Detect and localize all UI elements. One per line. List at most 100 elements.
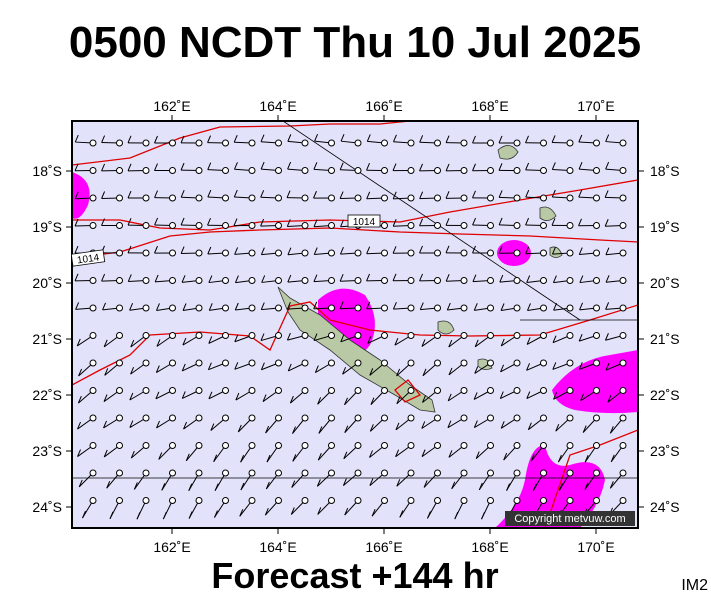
station [355,360,361,366]
station [329,443,335,449]
station [435,415,441,421]
station [90,333,96,339]
station [488,250,494,256]
station [435,333,441,339]
station [302,140,308,146]
station [90,195,96,201]
station [461,195,467,201]
lat-label: 21˚S [32,331,62,347]
station [196,498,202,504]
station [435,250,441,256]
station [461,223,467,229]
station [488,305,494,311]
station [170,140,176,146]
station [567,195,573,201]
station [408,195,414,201]
station [170,168,176,174]
station [196,388,202,394]
station [355,140,361,146]
station [408,278,414,284]
station [594,278,600,284]
station [567,443,573,449]
station [461,250,467,256]
lon-label: 162˚E [153,539,190,555]
lon-label: 170˚E [577,539,614,555]
station [594,168,600,174]
station [302,250,308,256]
station [408,360,414,366]
station [541,470,547,476]
station [249,250,255,256]
station [143,168,149,174]
station [382,168,388,174]
station [435,388,441,394]
station [408,223,414,229]
station [461,360,467,366]
lat-label: 18˚S [650,163,680,179]
station [435,470,441,476]
station [461,305,467,311]
station [541,415,547,421]
copyright: Copyright metvuw.com [514,513,625,525]
station [90,223,96,229]
station [170,470,176,476]
station [329,498,335,504]
station [488,498,494,504]
station [329,470,335,476]
station [567,360,573,366]
station [117,415,123,421]
station [514,388,520,394]
station [435,140,441,146]
station [541,443,547,449]
station [541,168,547,174]
station [488,223,494,229]
station [170,278,176,284]
station [223,388,229,394]
station [223,168,229,174]
station [117,250,123,256]
station [143,415,149,421]
station [567,305,573,311]
station [223,140,229,146]
station [541,388,547,394]
lon-label: 166˚E [365,98,402,114]
station [620,498,626,504]
station [117,443,123,449]
station [541,250,547,256]
station [488,470,494,476]
station [567,415,573,421]
station [514,360,520,366]
station [514,223,520,229]
station [329,388,335,394]
station [594,333,600,339]
station [276,443,282,449]
station [117,140,123,146]
station [302,278,308,284]
station [355,415,361,421]
station [276,140,282,146]
station [249,388,255,394]
station [514,140,520,146]
station [196,415,202,421]
station [143,333,149,339]
lon-label: 162˚E [153,98,190,114]
station [567,250,573,256]
station [249,498,255,504]
station [302,195,308,201]
station [488,140,494,146]
station [461,388,467,394]
station [276,498,282,504]
lon-label: 168˚E [471,539,508,555]
station [117,498,123,504]
station [143,278,149,284]
station [170,305,176,311]
station [90,470,96,476]
station [488,443,494,449]
station [170,360,176,366]
station [382,470,388,476]
station [620,168,626,174]
station [435,223,441,229]
lat-label: 22˚S [650,387,680,403]
station [90,360,96,366]
